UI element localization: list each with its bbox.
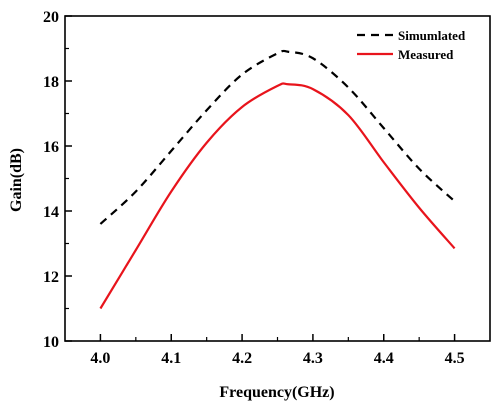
x-tick-label: 4.3 xyxy=(303,350,323,367)
y-tick-label: 10 xyxy=(43,334,59,351)
y-tick-label: 12 xyxy=(43,269,59,286)
y-axis-title: Gain(dB) xyxy=(8,148,25,212)
y-tick-label: 20 xyxy=(43,9,59,26)
x-tick-label: 4.0 xyxy=(90,350,110,367)
legend-label: Measured xyxy=(398,47,454,62)
x-tick-label: 4.5 xyxy=(445,350,465,367)
series-line-measured xyxy=(99,82,456,310)
series-layer xyxy=(99,49,456,310)
y-tick-label: 16 xyxy=(43,139,59,156)
labels-layer: 4.0 4.1 4.2 4.3 4.4 4.5 10 12 14 16 18 20 xyxy=(43,9,465,367)
y-tick-label: 14 xyxy=(43,204,59,221)
series-line-simumlated xyxy=(99,49,456,225)
plot-frame xyxy=(64,15,491,342)
y-tick-label: 18 xyxy=(43,74,59,91)
legend-label: Simumlated xyxy=(398,28,466,43)
x-tick-label: 4.2 xyxy=(232,350,252,367)
legend: Simumlated Measured xyxy=(357,28,466,62)
x-tick-label: 4.1 xyxy=(161,350,181,367)
x-axis-title: Frequency(GHz) xyxy=(219,384,334,401)
x-tick-label: 4.4 xyxy=(374,350,394,367)
